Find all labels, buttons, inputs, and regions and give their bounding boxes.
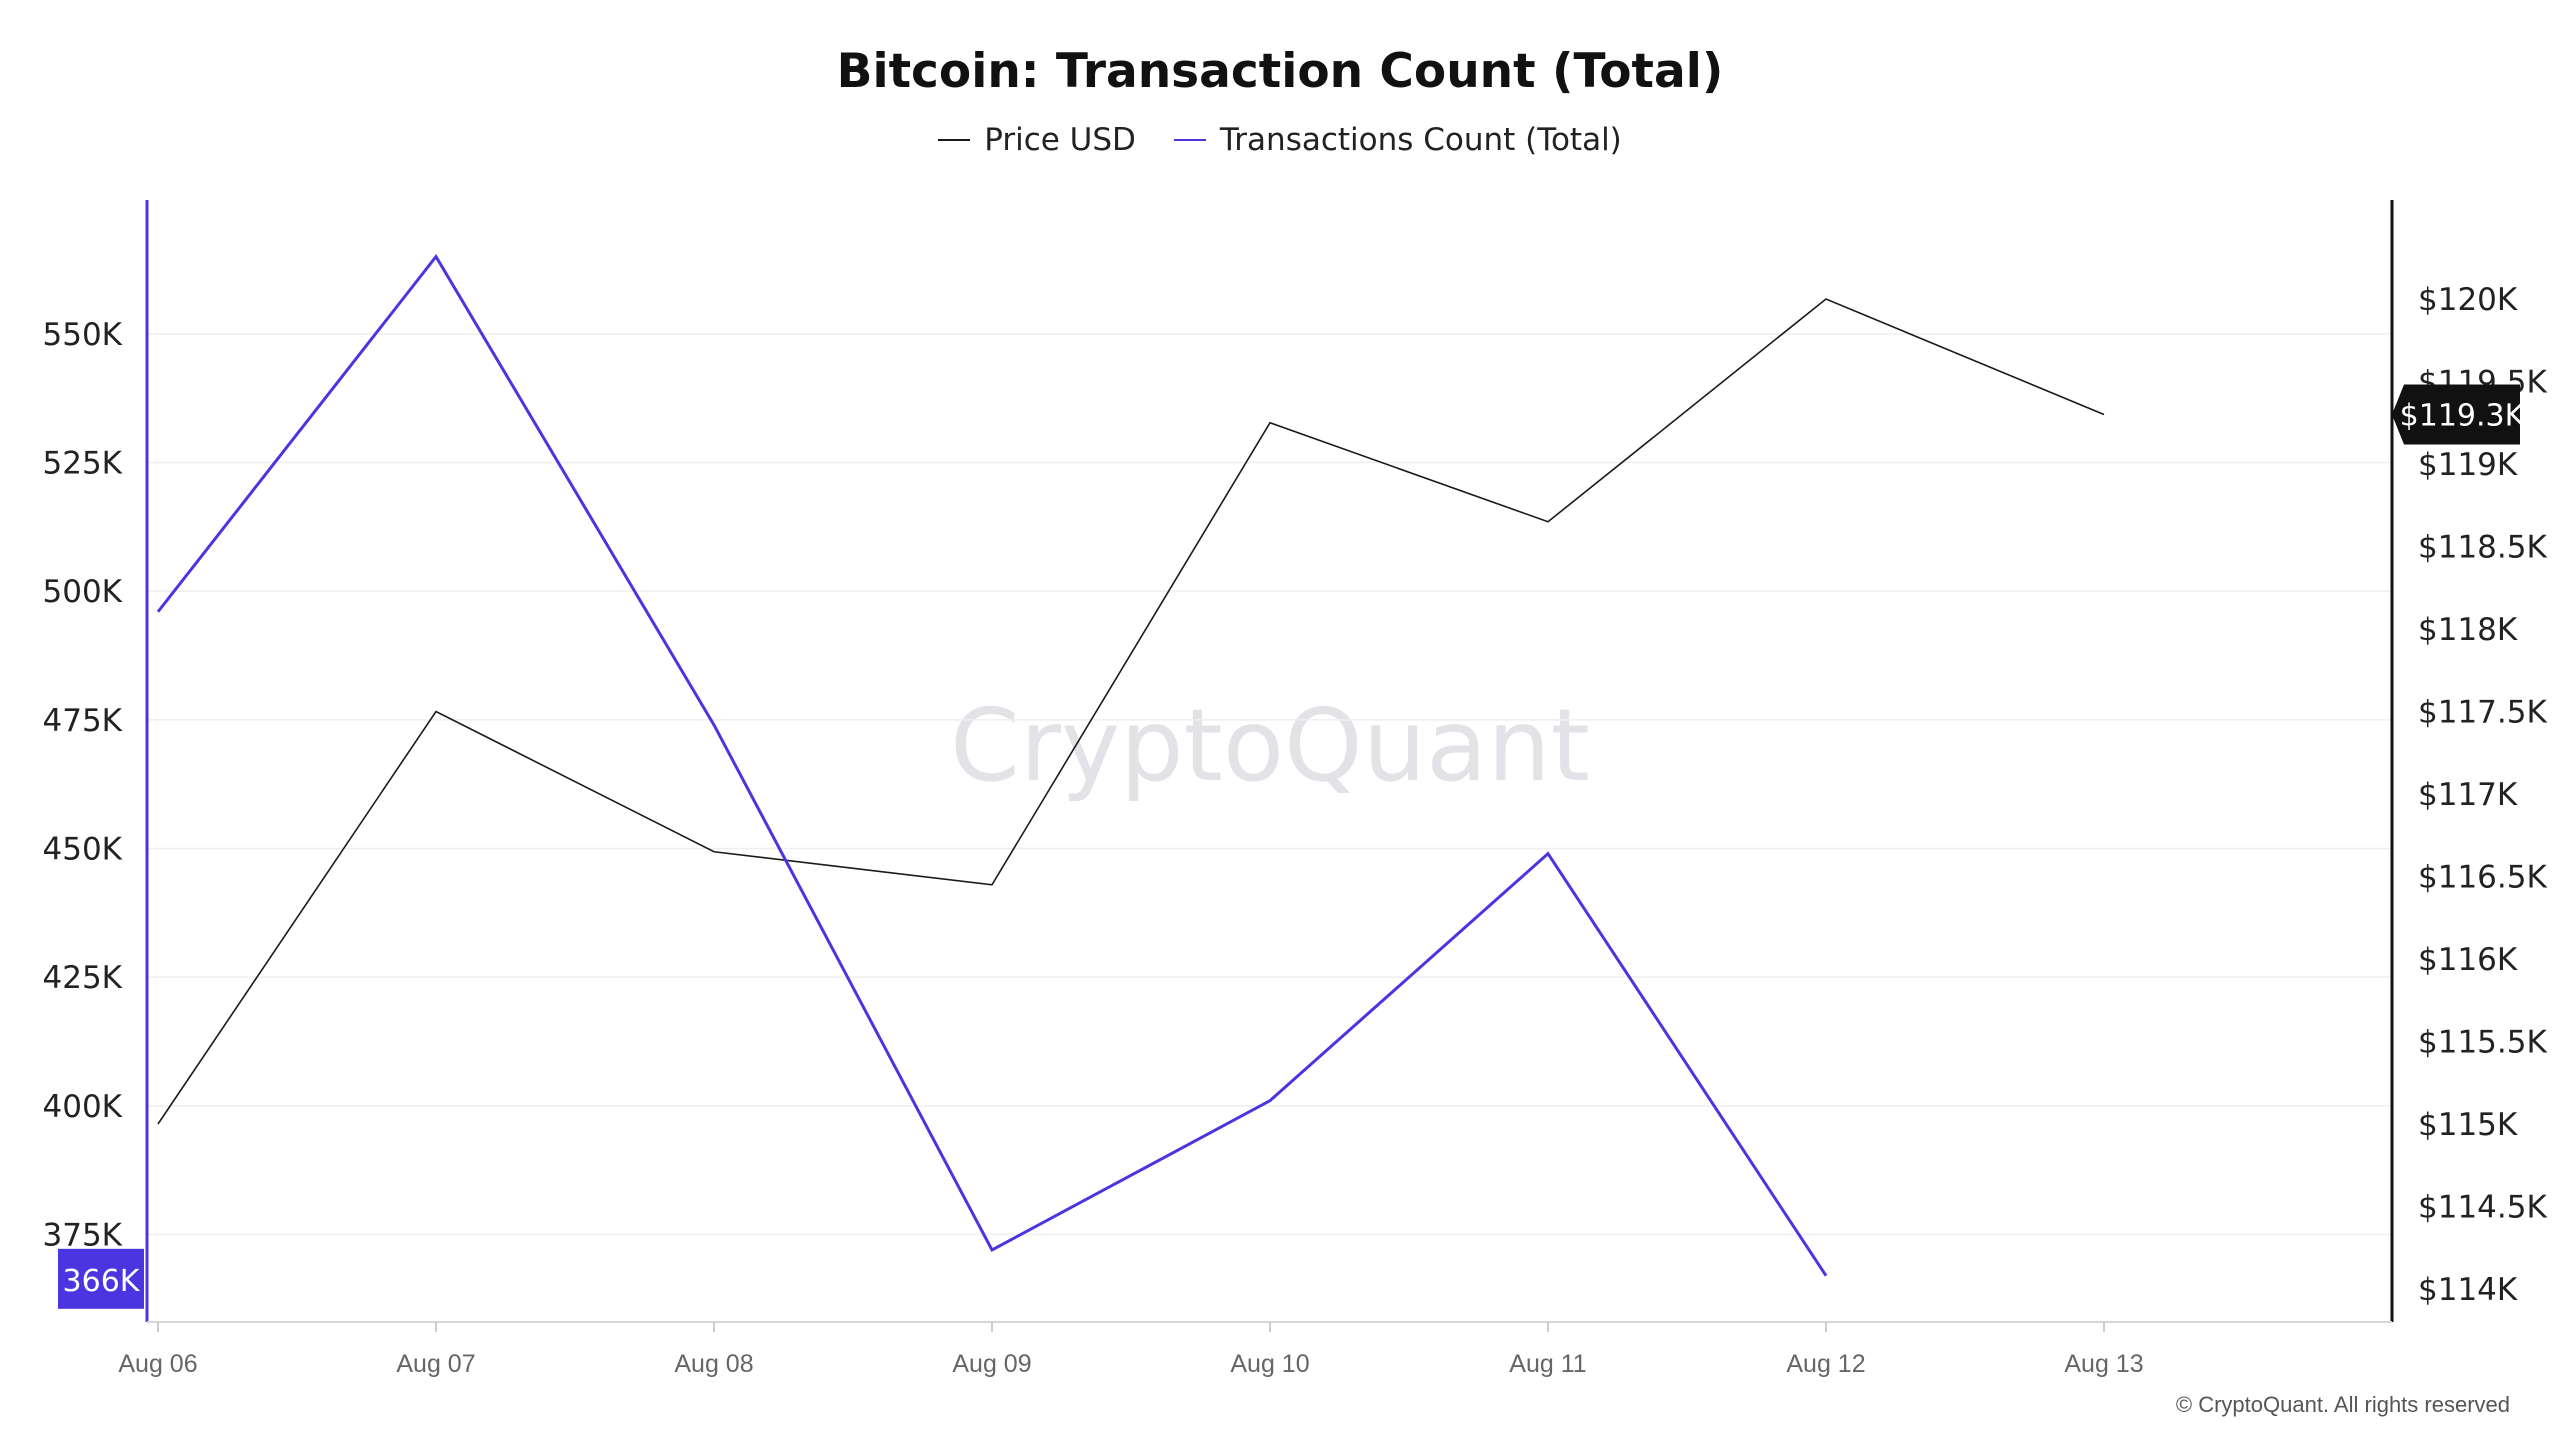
left-tick-label-6: 525K (43, 445, 123, 481)
right-tick-label-0: $114K (2418, 1272, 2518, 1308)
chart-title: Bitcoin: Transaction Count (Total) (836, 44, 1724, 99)
x-tick-label-1: Aug 07 (396, 1350, 475, 1378)
right-tick-label-12: $120K (2418, 282, 2518, 318)
right-tick-label-2: $115K (2418, 1107, 2518, 1143)
left-tick-label-4: 475K (43, 703, 123, 739)
right-tick-label-7: $117.5K (2418, 695, 2547, 731)
left-tick-label-7: 550K (43, 317, 123, 353)
right-tick-label-3: $115.5K (2418, 1025, 2547, 1061)
x-tick-label-3: Aug 09 (952, 1350, 1031, 1378)
x-tick-label-0: Aug 06 (118, 1350, 197, 1378)
x-tick-label-5: Aug 11 (1509, 1350, 1586, 1378)
right-current-value-text: $119.3K (2400, 399, 2526, 434)
legend-label-transactions: Transactions Count (Total) (1219, 122, 1622, 158)
watermark: CryptoQuant (950, 687, 1590, 804)
legend-swatch-price (938, 139, 971, 141)
left-current-value-text: 366K (63, 1264, 141, 1299)
copyright-footer: © CryptoQuant. All rights reserved (2175, 1392, 2510, 1417)
series-line-transactions-count (156, 253, 1828, 1277)
x-tick-label-7: Aug 13 (2064, 1350, 2143, 1378)
legend-item-price[interactable]: Price USD (938, 122, 1136, 158)
left-tick-label-3: 450K (43, 831, 123, 867)
right-current-value-badge (2392, 384, 2520, 445)
legend-item-transactions[interactable]: Transactions Count (Total) (1173, 122, 1622, 158)
legend-swatch-transactions (1173, 139, 1206, 141)
right-tick-label-4: $116K (2418, 942, 2518, 978)
right-tick-label-8: $118K (2418, 612, 2518, 648)
x-tick-label-6: Aug 12 (1786, 1350, 1865, 1378)
right-tick-label-9: $118.5K (2418, 530, 2547, 566)
left-tick-label-2: 425K (43, 960, 123, 996)
right-tick-label-5: $116.5K (2418, 860, 2547, 896)
series-line-price-usd (157, 298, 2105, 1125)
x-tick-label-4: Aug 10 (1230, 1350, 1309, 1378)
right-tick-label-6: $117K (2418, 777, 2518, 813)
right-tick-label-10: $119K (2418, 447, 2518, 483)
right-tick-label-1: $114.5K (2418, 1190, 2547, 1226)
legend-label-price: Price USD (984, 122, 1136, 158)
left-current-value-badge (58, 1248, 144, 1309)
legend: Price USD Transactions Count (Total) (0, 122, 2560, 158)
left-tick-label-0: 375K (43, 1218, 123, 1254)
x-tick-label-2: Aug 08 (674, 1350, 753, 1378)
left-tick-label-1: 400K (43, 1089, 123, 1125)
left-tick-label-5: 500K (43, 574, 123, 610)
